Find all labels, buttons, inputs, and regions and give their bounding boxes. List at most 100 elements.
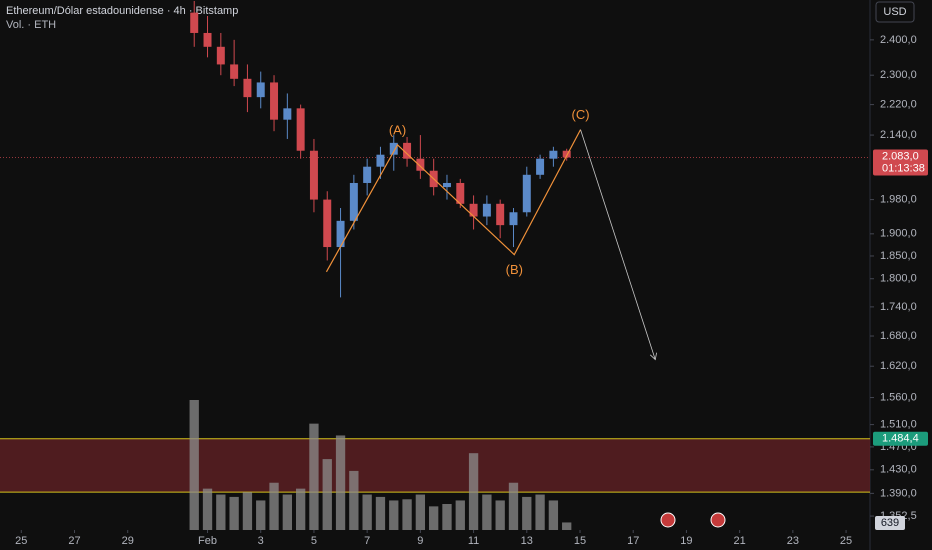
volume-bar: [548, 500, 559, 530]
candle-body: [296, 108, 305, 151]
candle-body: [389, 142, 398, 155]
event-icon[interactable]: [660, 512, 676, 528]
x-tick-label: 27: [68, 535, 80, 547]
projection-line: [580, 129, 656, 360]
last-price-tag: [873, 149, 928, 176]
candle-body: [270, 82, 279, 120]
volume-bar: [335, 435, 346, 530]
candle-body: [190, 12, 199, 33]
volume-bar: [242, 492, 253, 530]
y-tick-label: 1.620,0: [880, 360, 917, 372]
volume-bar: [309, 423, 319, 530]
x-tick-label: 29: [122, 535, 134, 547]
candle-body: [283, 108, 292, 120]
candle-body: [469, 203, 478, 217]
volume-bar: [349, 470, 359, 530]
candle-body: [522, 174, 531, 213]
x-tick-label: 5: [311, 535, 317, 547]
countdown: 01:13:38: [882, 162, 925, 174]
candle-body: [549, 150, 558, 159]
event-icon[interactable]: [710, 512, 726, 528]
y-tick-label: 1.740,0: [880, 301, 917, 313]
volume-bar: [389, 500, 399, 530]
x-tick-label: 23: [787, 535, 799, 547]
candle-body: [416, 158, 425, 171]
currency[interactable]: USD: [883, 6, 906, 18]
x-tick-label: 9: [417, 535, 423, 547]
volume-bar: [375, 496, 386, 530]
candle-body: [536, 158, 545, 175]
volume-bar: [189, 400, 199, 530]
x-tick-label: 21: [734, 535, 746, 547]
y-tick-label: 2.400,0: [880, 34, 917, 46]
y-tick-label: 2.220,0: [880, 98, 917, 110]
x-tick-label: Feb: [198, 535, 217, 547]
candle-body: [509, 212, 518, 226]
y-tick-label: 1.680,0: [880, 330, 917, 342]
zone: [0, 438, 870, 493]
chart-title: Ethereum/Dólar estadounidense · 4h · Bit…: [6, 5, 238, 17]
volume-bar: [429, 506, 439, 530]
volume-bar: [535, 494, 545, 530]
volume-bar: [482, 494, 492, 530]
zone-price-label: 1.484,4: [882, 433, 919, 445]
candle-body: [403, 142, 412, 159]
candle-body: [216, 46, 225, 65]
volume-bar: [415, 494, 426, 530]
y-tick-label: 1.850,0: [880, 250, 917, 262]
x-tick-label: 11: [468, 535, 479, 547]
wave-label: (A): [389, 122, 406, 137]
y-tick-label: 2.140,0: [880, 129, 917, 141]
volume-bar: [495, 500, 505, 530]
x-tick-label: 17: [627, 535, 639, 547]
last-price-label: 2.083,0: [882, 150, 919, 162]
volume-bar: [402, 499, 412, 530]
candle-body: [256, 82, 265, 98]
candle-body: [456, 182, 465, 204]
volume-bar: [282, 494, 292, 530]
candle-body: [349, 182, 358, 221]
y-tick-label: 1.390,0: [880, 487, 917, 499]
candle-body: [323, 199, 332, 248]
volume-bar: [256, 500, 266, 530]
volume-bar: [269, 482, 279, 530]
volume-bar: [522, 496, 532, 530]
volume-bar: [508, 482, 519, 530]
volume-tag: [875, 516, 905, 530]
volume-bar: [455, 500, 465, 530]
x-tick-label: 3: [258, 535, 264, 547]
x-tick-label: 7: [364, 535, 370, 547]
y-tick-label: 1.510,0: [880, 419, 917, 431]
wave-line: [325, 129, 582, 273]
x-tick-label: 25: [840, 535, 852, 547]
y-tick-label: 1.980,0: [880, 193, 917, 205]
candle-body: [442, 182, 451, 188]
candle-body: [336, 220, 345, 248]
x-tick-label: 13: [521, 535, 533, 547]
volume-bar: [229, 496, 239, 530]
wave-label: (C): [572, 107, 590, 122]
projection-arrowhead: [649, 352, 657, 361]
y-tick-label: 1.800,0: [880, 273, 917, 285]
volume-bar: [322, 459, 332, 530]
candle-body: [243, 78, 252, 98]
volume-bar: [295, 488, 306, 530]
volume-bar: [216, 494, 226, 530]
candle-body: [203, 32, 212, 47]
candle-body: [496, 203, 505, 226]
candle-body: [230, 64, 239, 79]
volume-value-label: 639: [881, 517, 899, 529]
x-tick-label: 25: [15, 535, 27, 547]
y-tick-label: 1.560,0: [880, 391, 917, 403]
volume-bar: [468, 453, 479, 530]
candle-body: [363, 166, 372, 183]
candle-body: [376, 154, 385, 167]
currency-button[interactable]: [875, 1, 915, 23]
candle-body: [482, 203, 491, 217]
volume-label: Vol. · ETH: [6, 19, 56, 31]
y-tick-label: 1.430,0: [880, 464, 917, 476]
candle-body: [562, 150, 571, 158]
x-tick-label: 15: [574, 535, 586, 547]
